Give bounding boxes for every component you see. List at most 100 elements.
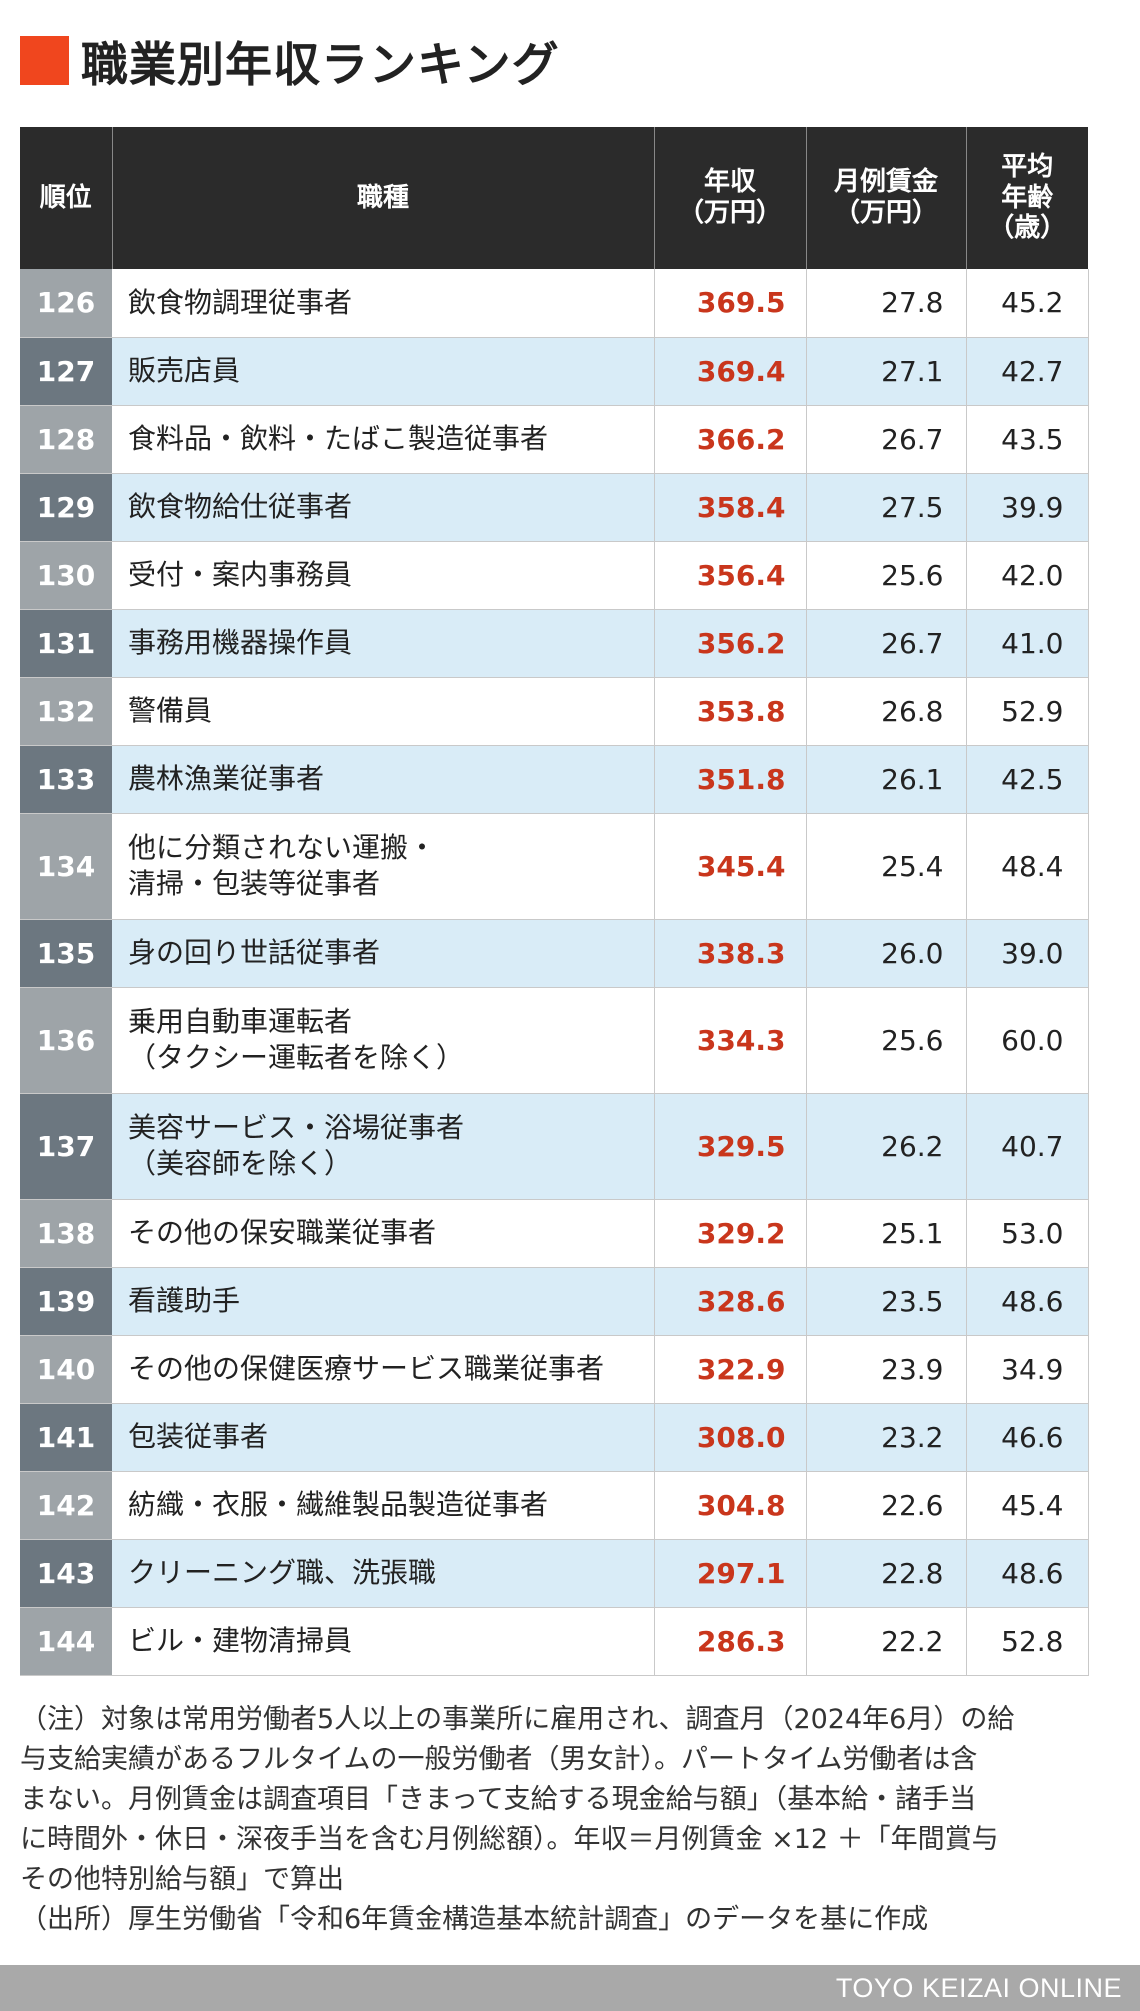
note-text: （注）対象は常用労働者5人以上の事業所に雇用され、調査月（2024年6月）の給 … bbox=[20, 1704, 1015, 1895]
rank-cell: 133 bbox=[20, 745, 112, 814]
monthly-wage-cell: 22.2 bbox=[806, 1607, 967, 1676]
rank-cell: 131 bbox=[20, 609, 112, 678]
job-cell: 乗用自動車運転者 （タクシー運転者を除く） bbox=[112, 987, 655, 1094]
average-age-cell: 40.7 bbox=[966, 1093, 1089, 1200]
job-line: （タクシー運転者を除く） bbox=[128, 1041, 465, 1074]
table-header-row: 順位 職種 年収 （万円） 月例賃金 （万円） 平均 年齢 （歳） bbox=[20, 127, 1088, 269]
monthly-wage-cell: 23.5 bbox=[806, 1267, 967, 1336]
job-line: 事務用機器操作員 bbox=[128, 625, 353, 659]
job-line: その他の保安職業従事者 bbox=[128, 1215, 437, 1249]
job-cell: 販売店員 bbox=[112, 337, 655, 406]
job-line: 販売店員 bbox=[128, 353, 241, 387]
average-age-cell: 45.2 bbox=[966, 269, 1089, 338]
average-age-cell: 48.4 bbox=[966, 813, 1089, 920]
source-text: （出所）厚生労働省「令和6年賃金構造基本統計調査」のデータを基に作成 bbox=[20, 1903, 929, 1935]
annual-income-cell: 345.4 bbox=[654, 813, 807, 920]
table-row: 126 飲食物調理従事者 369.5 27.8 45.2 bbox=[20, 269, 1089, 338]
job-cell: 飲食物調理従事者 bbox=[112, 269, 655, 338]
page-title: 職業別年収ランキング bbox=[81, 37, 560, 93]
job-line: 清掃・包装等従事者 bbox=[128, 867, 381, 900]
table-row: 134 他に分類されない運搬・ 清掃・包装等従事者 345.4 25.4 48.4 bbox=[20, 813, 1089, 920]
table-row: 128 食料品・飲料・たばこ製造従事者 366.2 26.7 43.5 bbox=[20, 405, 1089, 474]
job-line: 受付・案内事務員 bbox=[128, 557, 353, 591]
table-row: 135 身の回り世話従事者 338.3 26.0 39.0 bbox=[20, 919, 1089, 988]
rank-cell: 140 bbox=[20, 1335, 112, 1404]
annual-income-cell: 304.8 bbox=[654, 1471, 807, 1540]
annual-income-cell: 351.8 bbox=[654, 745, 807, 814]
header-age: 平均 年齢 （歳） bbox=[966, 127, 1088, 269]
monthly-wage-cell: 26.1 bbox=[806, 745, 967, 814]
rank-cell: 129 bbox=[20, 473, 112, 542]
table-row: 133 農林漁業従事者 351.8 26.1 42.5 bbox=[20, 745, 1089, 814]
monthly-wage-cell: 26.0 bbox=[806, 919, 967, 988]
footer-bar: TOYO KEIZAI ONLINE bbox=[0, 1965, 1140, 2011]
job-cell: 身の回り世話従事者 bbox=[112, 919, 655, 988]
monthly-wage-cell: 27.5 bbox=[806, 473, 967, 542]
monthly-wage-cell: 25.6 bbox=[806, 541, 967, 610]
rank-cell: 144 bbox=[20, 1607, 112, 1676]
table-row: 140 その他の保健医療サービス職業従事者 322.9 23.9 34.9 bbox=[20, 1335, 1089, 1404]
job-cell: ビル・建物清掃員 bbox=[112, 1607, 655, 1676]
table-row: 142 紡織・衣服・繊維製品製造従事者 304.8 22.6 45.4 bbox=[20, 1471, 1089, 1540]
rank-cell: 137 bbox=[20, 1093, 112, 1200]
average-age-cell: 53.0 bbox=[966, 1199, 1089, 1268]
job-cell: 食料品・飲料・たばこ製造従事者 bbox=[112, 405, 655, 474]
job-cell: 看護助手 bbox=[112, 1267, 655, 1336]
annual-income-cell: 369.4 bbox=[654, 337, 807, 406]
ranking-table: 順位 職種 年収 （万円） 月例賃金 （万円） 平均 年齢 （歳） 126 飲食物調理従事… bbox=[20, 127, 1089, 1676]
rank-cell: 139 bbox=[20, 1267, 112, 1336]
annual-income-cell: 366.2 bbox=[654, 405, 807, 474]
rank-cell: 130 bbox=[20, 541, 112, 610]
rank-cell: 134 bbox=[20, 813, 112, 920]
job-cell: 飲食物給仕従事者 bbox=[112, 473, 655, 542]
job-cell: クリーニング職、洗張職 bbox=[112, 1539, 655, 1608]
job-line: 警備員 bbox=[128, 693, 213, 727]
annual-income-cell: 369.5 bbox=[654, 269, 807, 338]
job-cell: その他の保安職業従事者 bbox=[112, 1199, 655, 1268]
annual-income-cell: 286.3 bbox=[654, 1607, 807, 1676]
annual-income-cell: 322.9 bbox=[654, 1335, 807, 1404]
average-age-cell: 45.4 bbox=[966, 1471, 1089, 1540]
job-cell: 包装従事者 bbox=[112, 1403, 655, 1472]
annual-income-cell: 338.3 bbox=[654, 919, 807, 988]
title-bar: 職業別年収ランキング bbox=[20, 30, 560, 93]
job-line: 看護助手 bbox=[128, 1283, 241, 1317]
header-monthly: 月例賃金 （万円） bbox=[806, 127, 967, 269]
notes: （注）対象は常用労働者5人以上の事業所に雇用され、調査月（2024年6月）の給 … bbox=[20, 1700, 1120, 1940]
annual-income-cell: 328.6 bbox=[654, 1267, 807, 1336]
job-line: 他に分類されない運搬・ bbox=[128, 830, 437, 864]
table-row: 144 ビル・建物清掃員 286.3 22.2 52.8 bbox=[20, 1607, 1089, 1676]
annual-income-cell: 334.3 bbox=[654, 987, 807, 1094]
rank-cell: 142 bbox=[20, 1471, 112, 1540]
job-line: 農林漁業従事者 bbox=[128, 761, 325, 795]
job-cell: 警備員 bbox=[112, 677, 655, 746]
average-age-cell: 39.0 bbox=[966, 919, 1089, 988]
average-age-cell: 42.5 bbox=[966, 745, 1089, 814]
job-line: 飲食物調理従事者 bbox=[128, 285, 353, 319]
header-annual: 年収 （万円） bbox=[654, 127, 807, 269]
table-row: 136 乗用自動車運転者 （タクシー運転者を除く） 334.3 25.6 60.0 bbox=[20, 987, 1089, 1094]
footer-brand: TOYO KEIZAI ONLINE bbox=[835, 1973, 1122, 2003]
monthly-wage-cell: 22.6 bbox=[806, 1471, 967, 1540]
monthly-wage-cell: 26.7 bbox=[806, 609, 967, 678]
monthly-wage-cell: 27.1 bbox=[806, 337, 967, 406]
annual-income-cell: 356.2 bbox=[654, 609, 807, 678]
job-line: 美容サービス・浴場従事者 bbox=[128, 1110, 465, 1144]
rank-cell: 143 bbox=[20, 1539, 112, 1608]
monthly-wage-cell: 25.1 bbox=[806, 1199, 967, 1268]
monthly-wage-cell: 23.9 bbox=[806, 1335, 967, 1404]
monthly-wage-cell: 23.2 bbox=[806, 1403, 967, 1472]
table-row: 131 事務用機器操作員 356.2 26.7 41.0 bbox=[20, 609, 1089, 678]
rank-cell: 141 bbox=[20, 1403, 112, 1472]
job-cell: その他の保健医療サービス職業従事者 bbox=[112, 1335, 655, 1404]
annual-income-cell: 356.4 bbox=[654, 541, 807, 610]
job-line: 身の回り世話従事者 bbox=[128, 935, 381, 969]
monthly-wage-cell: 26.2 bbox=[806, 1093, 967, 1200]
table-row: 137 美容サービス・浴場従事者 （美容師を除く） 329.5 26.2 40.7 bbox=[20, 1093, 1089, 1200]
job-cell: 紡織・衣服・繊維製品製造従事者 bbox=[112, 1471, 655, 1540]
job-line: その他の保健医療サービス職業従事者 bbox=[128, 1351, 605, 1385]
job-cell: 美容サービス・浴場従事者 （美容師を除く） bbox=[112, 1093, 655, 1200]
annual-income-cell: 308.0 bbox=[654, 1403, 807, 1472]
annual-income-cell: 353.8 bbox=[654, 677, 807, 746]
monthly-wage-cell: 27.8 bbox=[806, 269, 967, 338]
